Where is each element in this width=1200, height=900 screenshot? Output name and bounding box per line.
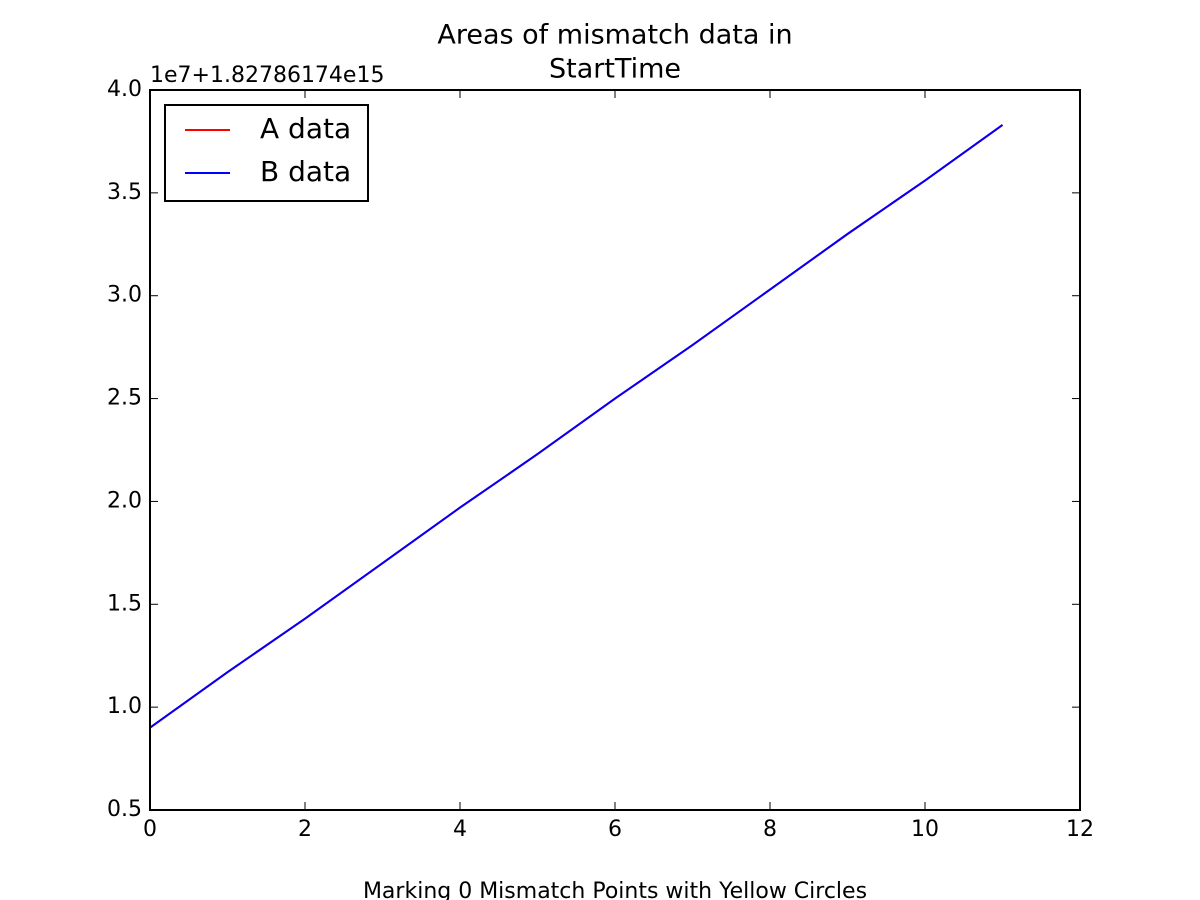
y-offset-label: 1e7+1.82786174e15 <box>150 63 384 88</box>
y-tick-label: 3.5 <box>107 180 142 205</box>
y-tick-label: 2.0 <box>107 488 142 513</box>
chart-title: Areas of mismatch data in <box>437 20 792 51</box>
x-tick-label: 2 <box>298 817 312 842</box>
legend-box <box>164 104 369 202</box>
x-axis-label: Marking 0 Mismatch Points with Yellow Ci… <box>363 879 867 900</box>
legend-label: B data <box>260 155 351 188</box>
x-tick-label: 6 <box>608 817 622 842</box>
x-tick-label: 0 <box>143 817 157 842</box>
legend-label: A data <box>260 112 351 145</box>
plot-frame <box>149 89 1081 811</box>
chart-title: StartTime <box>549 54 681 85</box>
x-tick-label: 8 <box>763 817 777 842</box>
data-line <box>149 124 1004 729</box>
x-tick-label: 12 <box>1066 817 1094 842</box>
y-tick-label: 3.0 <box>107 283 142 308</box>
x-tick-label: 10 <box>911 817 939 842</box>
y-tick-label: 0.5 <box>107 797 142 822</box>
x-tick-label: 4 <box>453 817 467 842</box>
y-tick-label: 2.5 <box>107 386 142 411</box>
y-tick-label: 1.5 <box>107 591 142 616</box>
y-tick-label: 1.0 <box>107 694 142 719</box>
y-tick-label: 4.0 <box>107 77 142 102</box>
